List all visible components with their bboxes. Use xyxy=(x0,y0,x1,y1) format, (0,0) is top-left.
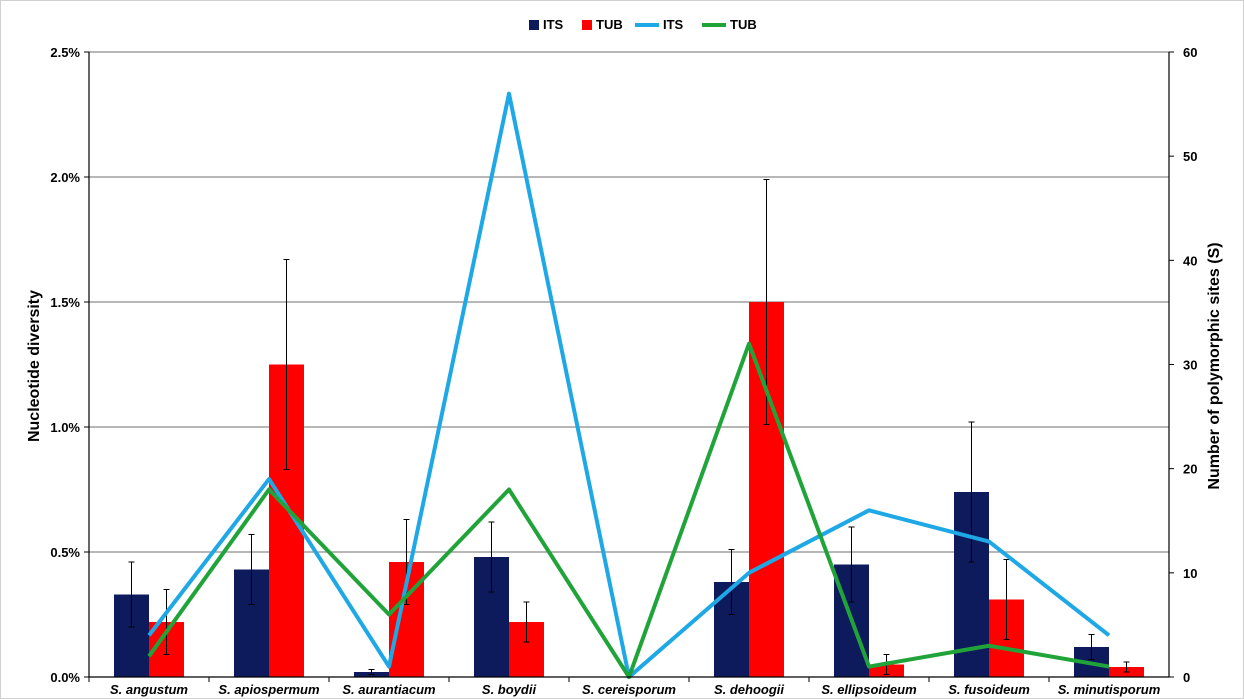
y2-tick-label: 20 xyxy=(1183,462,1197,477)
y-tick-label: 1.5% xyxy=(50,295,80,310)
x-tick-label: S. cereisporum xyxy=(582,682,676,697)
legend-swatch xyxy=(529,20,539,30)
x-tick-label: S. ellipsoideum xyxy=(821,682,917,697)
legend-label: ITS xyxy=(663,17,684,32)
gridlines xyxy=(89,51,1169,553)
x-tick-label: S. fusoideum xyxy=(948,682,1030,697)
y2-tick-label: 30 xyxy=(1183,358,1197,373)
y-tick-label: 1.0% xyxy=(50,420,80,435)
bars xyxy=(114,179,1144,677)
y-tick-label: 2.5% xyxy=(50,45,80,60)
y-tick-label: 0.0% xyxy=(50,670,80,685)
legend-swatch xyxy=(582,20,592,30)
legend: ITS TUB ITS TUB xyxy=(529,17,757,32)
y2-tick-label: 60 xyxy=(1183,45,1197,60)
y2-tick-label: 50 xyxy=(1183,149,1197,164)
y2-tick-label: 10 xyxy=(1183,566,1197,581)
x-tick-label: S. boydii xyxy=(482,682,537,697)
y2-tick-label: 40 xyxy=(1183,253,1197,268)
axes: 0.0% 0.5% 1.0% 1.5% 2.0% 2.5% 0 10 20 30 40 50 60 S. … xyxy=(50,45,1197,697)
legend-label: ITS xyxy=(543,17,564,32)
y-tick-label: 2.0% xyxy=(50,170,80,185)
legend-label: TUB xyxy=(596,17,623,32)
x-tick-label: S. angustum xyxy=(110,682,188,697)
legend-label: TUB xyxy=(730,17,757,32)
x-tick-label: S. dehoogii xyxy=(714,682,784,697)
x-tick-label: S. apiospermum xyxy=(218,682,320,697)
y-tick-label: 0.5% xyxy=(50,545,80,560)
y2-axis-title: Number of polymorphic sites (S) xyxy=(1206,242,1223,489)
x-tick-label: S. aurantiacum xyxy=(342,682,436,697)
x-tick-label: S. minutisporum xyxy=(1058,682,1161,697)
y2-tick-label: 0 xyxy=(1183,670,1190,685)
y-axis-title: Nucleotide diversity xyxy=(26,290,43,442)
